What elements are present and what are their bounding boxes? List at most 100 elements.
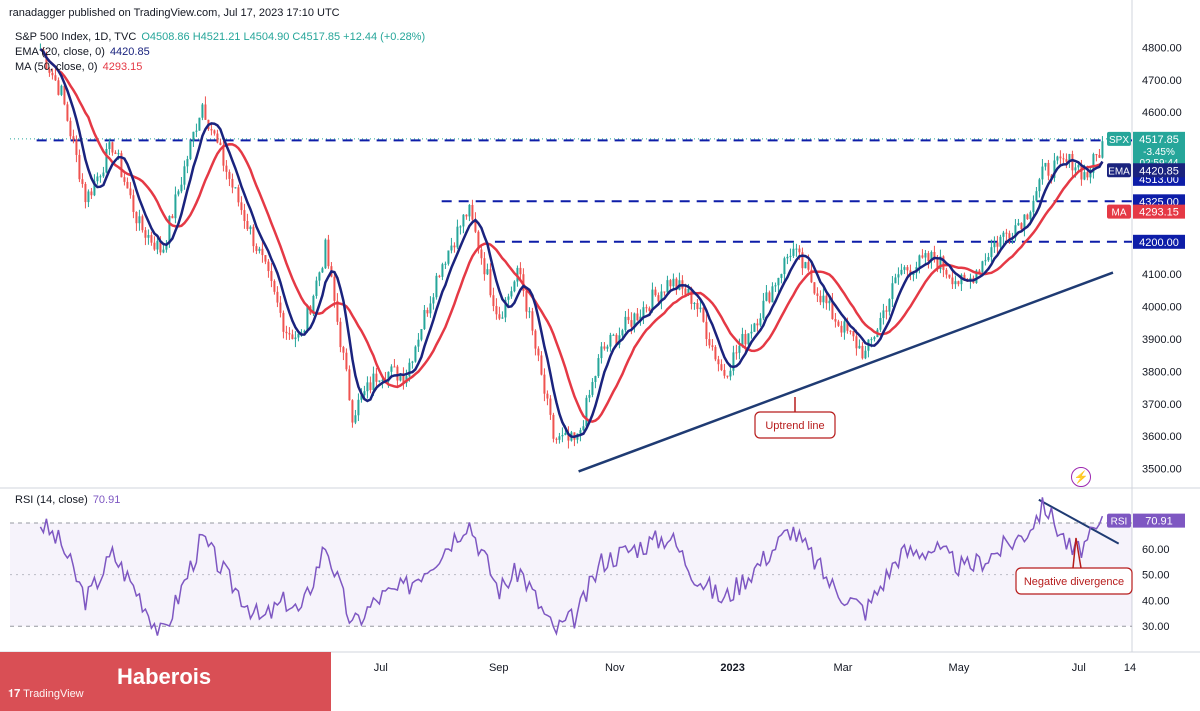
candle-body <box>291 334 294 340</box>
candle-body <box>255 246 258 251</box>
candle-body <box>1083 172 1086 180</box>
candle-body <box>171 216 174 219</box>
candle-body <box>594 376 597 383</box>
watermark-banner: Haberois 𝟏𝟕 TradingView <box>0 652 331 711</box>
candle-body <box>984 260 987 262</box>
candle-body <box>477 231 480 250</box>
candle-body <box>825 295 828 304</box>
candle-body <box>1005 232 1008 234</box>
candle-body <box>324 239 327 269</box>
candle-body <box>492 295 495 307</box>
candle-body <box>696 302 699 310</box>
candle-body <box>1026 214 1029 220</box>
rsi-trendline <box>1038 498 1120 545</box>
candle-body <box>582 426 585 431</box>
candle-body <box>624 316 627 331</box>
candle-body <box>897 274 900 278</box>
candle-body <box>543 374 546 394</box>
candle-body <box>858 345 861 349</box>
candle-body <box>900 269 903 275</box>
candle-body <box>534 330 537 349</box>
ma-legend-label: MA (50, close, 0) <box>15 61 98 73</box>
candle-body <box>1065 159 1068 162</box>
published-note: ranadagger published on TradingView.com,… <box>9 7 340 19</box>
candle-body <box>1035 191 1038 201</box>
candle-body <box>1002 232 1005 237</box>
candle-body <box>726 375 729 377</box>
candle-body <box>1041 166 1044 180</box>
price-tag-value: 4420.85 <box>1139 165 1179 177</box>
candle-body <box>834 319 837 322</box>
candle-body <box>945 269 948 275</box>
candle-body <box>918 255 921 268</box>
price-tick-label: 4600.00 <box>1142 107 1182 119</box>
candle-body <box>507 296 510 300</box>
candle-body <box>801 252 804 269</box>
watermark-brand: Haberois <box>117 664 212 689</box>
candle-body <box>804 262 807 269</box>
price-tag <box>1133 204 1185 219</box>
candle-body <box>705 321 708 340</box>
candle-body <box>159 240 162 253</box>
tradingview-logo: 𝟏𝟕 TradingView <box>8 688 84 701</box>
candle-body <box>669 280 672 287</box>
candle-body <box>753 323 756 332</box>
ma-line <box>39 48 1104 423</box>
candle-body <box>480 249 483 259</box>
candle-body <box>885 310 888 312</box>
candle-body <box>447 250 450 264</box>
candle-body <box>126 181 129 189</box>
candle-body <box>921 255 924 258</box>
price-tag-value: 4517.85 <box>1139 134 1179 146</box>
candle-body <box>528 311 531 313</box>
candle-body <box>627 316 630 321</box>
candle-body <box>729 370 732 377</box>
candle-body <box>927 253 930 262</box>
candle-body <box>228 171 231 179</box>
candle-body <box>321 268 324 273</box>
candle-body <box>789 255 792 257</box>
candle-body <box>684 288 687 295</box>
candle-body <box>1095 154 1098 156</box>
candle-body <box>621 330 624 336</box>
candle-body <box>378 380 381 382</box>
candle-body <box>417 339 420 347</box>
candle-body <box>411 361 414 363</box>
candle-body <box>198 117 201 131</box>
series-tag-label: MA <box>1112 208 1127 219</box>
candle-body <box>912 272 915 276</box>
candle-body <box>168 216 171 244</box>
time-tick-label: Jul <box>1072 662 1086 674</box>
rsi-value-tag <box>1133 513 1185 528</box>
candle-body <box>222 145 225 166</box>
candle-body <box>306 306 309 331</box>
candle-body <box>87 191 90 203</box>
rsi-legend-label: RSI (14, close) <box>15 494 88 506</box>
candle-body <box>90 191 93 196</box>
candle-body <box>315 280 318 296</box>
candle-body <box>711 345 714 347</box>
candle-body <box>732 352 735 371</box>
candle-body <box>675 278 678 290</box>
candle-body <box>120 153 123 178</box>
candle-body <box>699 307 702 310</box>
candle-body <box>375 373 378 382</box>
candle-body <box>453 245 456 248</box>
series-tag-label: SPX <box>1109 135 1129 146</box>
candle-body <box>807 262 810 270</box>
candle-body <box>174 194 177 219</box>
candle-body <box>66 104 69 121</box>
candle-body <box>672 278 675 287</box>
candle-body <box>648 308 651 311</box>
candle-body <box>123 177 126 182</box>
candle-body <box>117 153 120 155</box>
candle-body <box>924 253 927 258</box>
candle-body <box>882 310 885 319</box>
candle-body <box>615 334 618 345</box>
candle-body <box>1023 214 1026 230</box>
candle-body <box>426 310 429 314</box>
candle-body <box>702 307 705 322</box>
candle-body <box>525 291 528 312</box>
candle-body <box>798 248 801 253</box>
lightning-icon[interactable]: ⚡ <box>1071 467 1091 487</box>
